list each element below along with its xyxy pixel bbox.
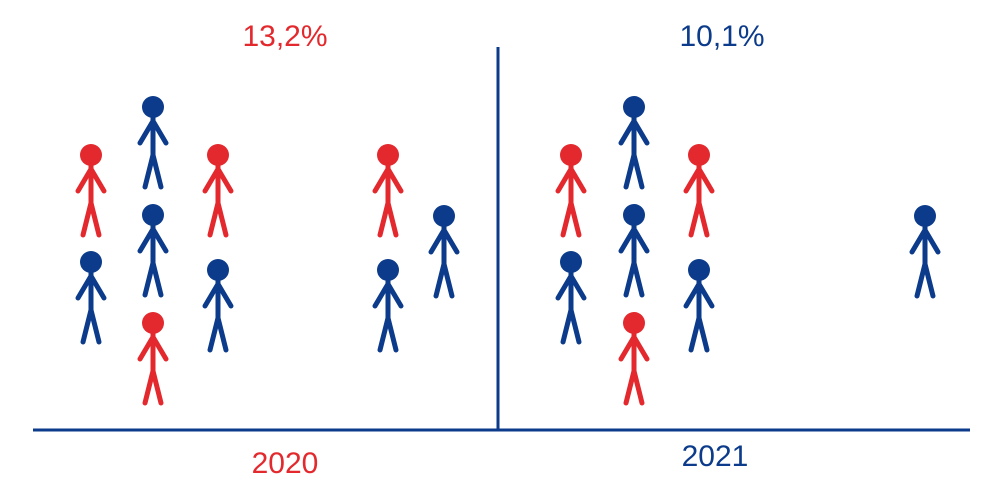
person-icon	[202, 259, 234, 353]
person-icon	[372, 144, 404, 238]
person-icon	[555, 251, 587, 345]
person-icon	[618, 96, 650, 190]
person-icon	[618, 204, 650, 298]
person-icon	[202, 144, 234, 238]
person-icon	[618, 312, 650, 406]
person-icon	[909, 205, 941, 299]
person-icon	[137, 96, 169, 190]
percentage-label: 13,2%	[242, 20, 327, 53]
year-label: 2020	[252, 447, 319, 480]
percentage-label: 10,1%	[679, 20, 764, 53]
figures	[75, 96, 941, 406]
person-icon	[75, 144, 107, 238]
person-icon	[372, 259, 404, 353]
person-icon	[683, 144, 715, 238]
person-icon	[137, 204, 169, 298]
person-icon	[75, 251, 107, 345]
person-icon	[555, 144, 587, 238]
person-icon	[137, 312, 169, 406]
person-icon	[683, 259, 715, 353]
year-label: 2021	[682, 440, 749, 473]
person-icon	[428, 205, 460, 299]
